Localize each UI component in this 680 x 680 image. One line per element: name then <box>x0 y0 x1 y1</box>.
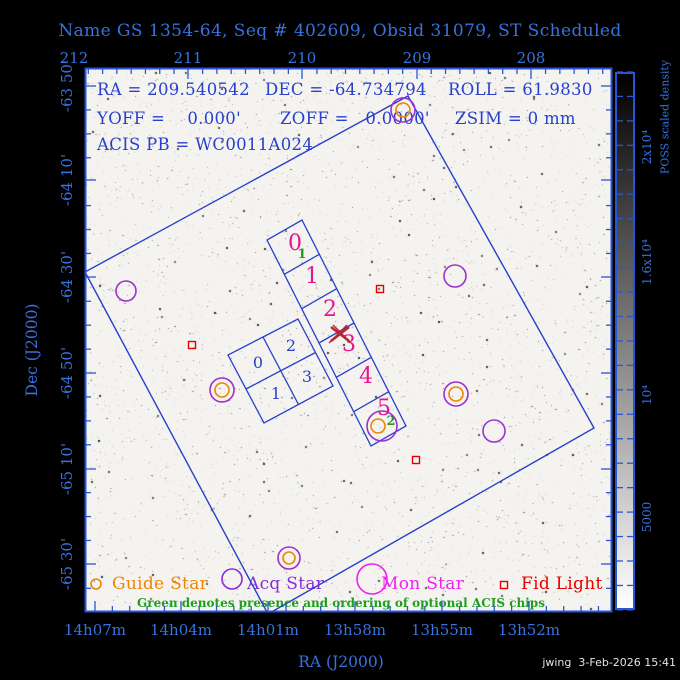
bottom-axis-label: 14h01m <box>236 621 300 639</box>
bottom-axis-label: 14h07m <box>63 621 127 639</box>
pointing-info-text: YOFF = 0.000' <box>97 109 241 128</box>
username-timestamp: jwing 3-Feb-2026 15:41 <box>542 656 676 669</box>
bottom-axis-label: 14h04m <box>149 621 213 639</box>
dec-axis-title: Dec (J2000) <box>23 303 41 397</box>
bottom-axis-label: 13h58m <box>323 621 387 639</box>
ra-axis-title: RA (J2000) <box>298 653 384 671</box>
left-axis-label: -64 30' <box>58 250 76 304</box>
colorbar-title: POSS scaled density <box>658 59 672 175</box>
top-axis-label: 210 <box>287 49 317 67</box>
colorbar-label: 1.6x10⁴ <box>640 239 654 285</box>
observation-title: Name GS 1354-64, Seq # 402609, Obsid 310… <box>58 21 622 41</box>
legend-label-fid-light: Fid Light <box>521 574 603 594</box>
colorbar-label: 5000 <box>640 501 654 533</box>
legend-label-acq-star: Acq Star <box>247 574 325 594</box>
top-axis-label: 208 <box>516 49 546 67</box>
left-axis-label: -64 10' <box>58 153 76 207</box>
pointing-info-text: DEC = -64.734794 <box>265 80 427 99</box>
left-axis-label: -65 10' <box>58 442 76 496</box>
colorbar-label: 2x10⁴ <box>640 129 654 165</box>
pointing-info-text: ZOFF = 0.0000' <box>280 109 430 128</box>
bottom-axis-label: 13h52m <box>497 621 561 639</box>
pointing-info-text: RA = 209.540542 <box>97 80 250 99</box>
density-colorbar <box>615 72 635 610</box>
left-axis-label: -64 50' <box>58 346 76 400</box>
top-axis-label: 211 <box>173 49 203 67</box>
pointing-info-text: ZSIM = 0 mm <box>455 109 576 128</box>
legend-label-guide-star: Guide Star <box>112 574 209 594</box>
legend-label-mon-star: Mon Star <box>381 574 465 594</box>
top-axis-label: 212 <box>59 49 89 67</box>
left-axis-label: -65 30' <box>58 537 76 591</box>
acis-note: Green denotes presence and ordering of o… <box>137 596 545 610</box>
pointing-info-text: ACIS PB = WC0011A024 <box>97 135 314 154</box>
colorbar-label: 10⁴ <box>640 384 654 406</box>
pointing-info-text: ROLL = 61.9830 <box>448 80 593 99</box>
left-axis-label: -63 50' <box>58 59 76 113</box>
bottom-axis-label: 13h55m <box>410 621 474 639</box>
top-axis-label: 209 <box>402 49 432 67</box>
